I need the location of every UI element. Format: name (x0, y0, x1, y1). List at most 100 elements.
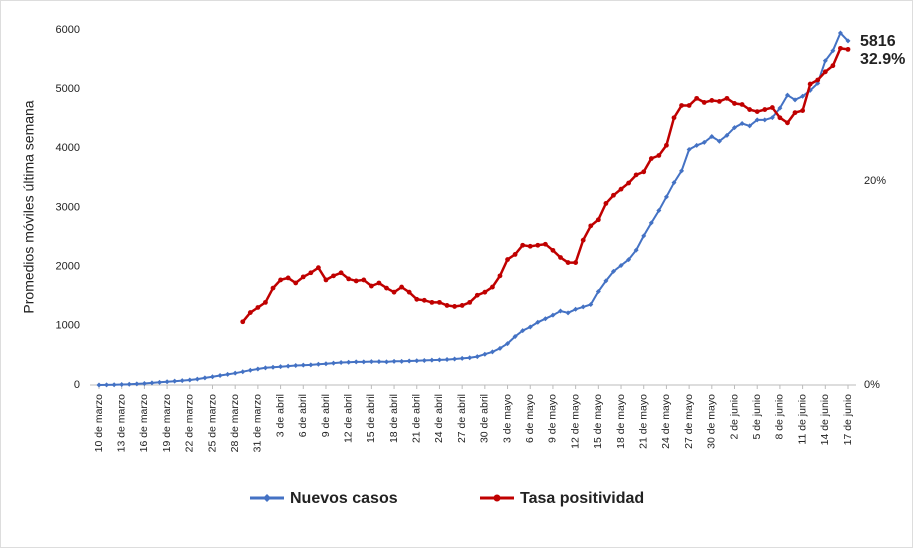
x-tick-label: 16 de marzo (138, 394, 150, 453)
point (194, 376, 200, 382)
point (331, 360, 337, 366)
point (527, 324, 533, 330)
point (149, 380, 155, 386)
point (747, 107, 753, 112)
point (489, 349, 495, 355)
point (285, 363, 291, 369)
point (573, 306, 579, 312)
point (595, 217, 601, 223)
point (656, 207, 662, 213)
legend-label: Tasa positividad (520, 490, 644, 507)
point (376, 280, 382, 286)
point (784, 92, 790, 98)
x-tick-label: 24 de mayo (660, 394, 672, 449)
point (126, 381, 132, 387)
x-tick-label: 12 de mayo (569, 394, 581, 449)
end-label: 5816 (860, 33, 896, 50)
point (785, 120, 790, 126)
point (467, 299, 473, 305)
point (732, 101, 737, 106)
point (558, 308, 564, 314)
point (512, 333, 518, 339)
x-tick-label: 21 de mayo (638, 394, 650, 449)
point (346, 359, 352, 365)
point (724, 132, 730, 138)
x-tick-label: 9 de mayo (547, 394, 559, 443)
point (830, 63, 836, 69)
point (361, 359, 367, 365)
x-tick-label: 3 de mayo (501, 394, 513, 443)
point (361, 277, 367, 283)
x-tick-label: 11 de junio (796, 394, 808, 445)
point (247, 310, 253, 315)
x-tick-label: 17 de junio (842, 394, 854, 446)
point (111, 382, 117, 388)
point (452, 356, 458, 362)
point (421, 297, 427, 303)
point (838, 45, 843, 51)
point (762, 117, 768, 123)
point (285, 275, 291, 281)
point (505, 257, 510, 262)
point (716, 99, 722, 104)
point (338, 360, 344, 366)
point (550, 247, 556, 253)
point (747, 123, 753, 129)
point (270, 364, 276, 370)
point (353, 359, 359, 365)
point (679, 168, 685, 174)
point (527, 243, 533, 249)
point (671, 115, 677, 121)
point (709, 97, 715, 103)
y-tick-label: 2000 (56, 261, 80, 273)
point (732, 125, 738, 131)
point (384, 285, 389, 291)
point (331, 273, 336, 279)
x-tick-label: 31 de marzo (252, 394, 264, 453)
x-tick-label: 13 de marzo (115, 394, 127, 453)
y-axis-label: Promedios móviles última semana (21, 100, 37, 313)
point (353, 278, 359, 284)
point (474, 354, 480, 360)
point (444, 357, 450, 363)
point (611, 192, 616, 198)
point (580, 237, 586, 243)
x-tick-label: 27 de mayo (683, 394, 695, 449)
point (141, 381, 147, 387)
point (709, 134, 715, 139)
x-tick-label: 10 de marzo (93, 394, 105, 453)
point (429, 299, 435, 305)
point (436, 357, 442, 363)
point (633, 172, 639, 178)
point (338, 270, 344, 276)
point (671, 180, 677, 186)
end-label: 32.9% (860, 51, 905, 68)
point (406, 289, 412, 295)
point (399, 358, 405, 364)
point (520, 328, 526, 334)
point (255, 366, 261, 372)
point (739, 102, 745, 107)
point (648, 156, 654, 161)
point (459, 303, 465, 308)
point (512, 252, 518, 257)
x-tick-label: 8 de junio (774, 394, 786, 440)
point (505, 341, 511, 347)
point (641, 233, 647, 239)
point (164, 379, 170, 385)
point (414, 358, 420, 364)
point (724, 95, 730, 101)
point (240, 319, 246, 325)
x-tick-label: 30 de abril (479, 394, 491, 443)
point (588, 302, 594, 308)
x-tick-label: 15 de abril (365, 394, 377, 443)
point (452, 304, 457, 309)
point (580, 304, 586, 310)
point (278, 277, 283, 283)
point (490, 284, 495, 290)
point (474, 292, 480, 298)
x-tick-label: 19 de marzo (161, 394, 173, 453)
x-tick-label: 12 de abril (342, 394, 354, 443)
point (762, 107, 768, 112)
